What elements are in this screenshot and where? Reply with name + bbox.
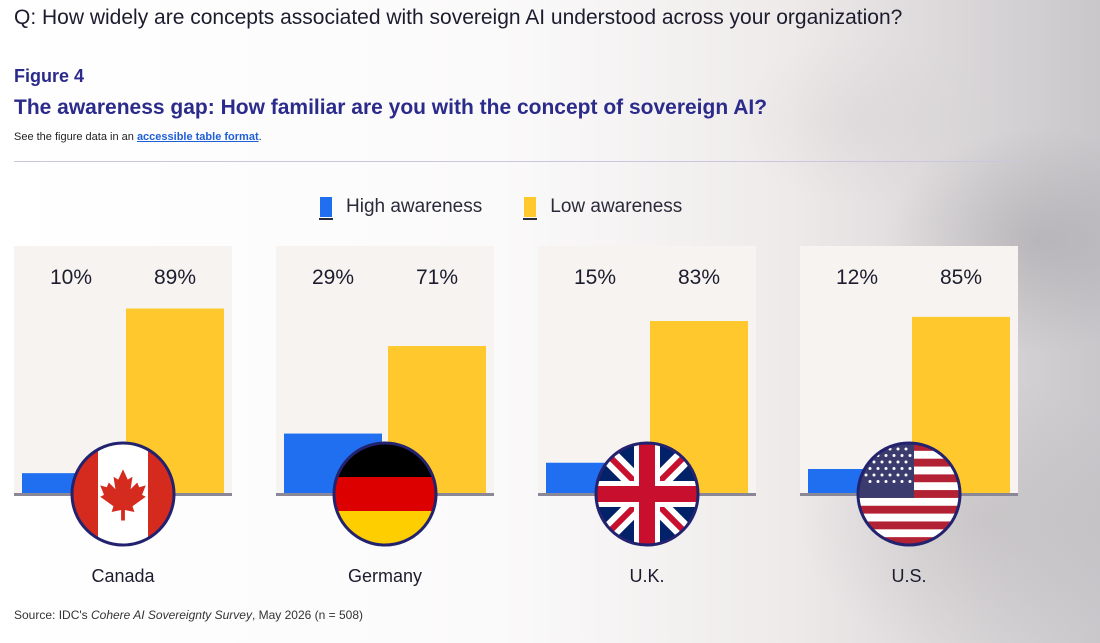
data-label-high-germany: 29%: [312, 266, 354, 289]
source-note: Source: IDC's Cohere AI Sovereignty Surv…: [14, 608, 363, 622]
data-label-high-canada: 10%: [50, 266, 92, 289]
data-label-low-canada: 89%: [154, 266, 196, 289]
data-label-low-germany: 71%: [416, 266, 458, 289]
legend-item-high: High awareness: [319, 196, 483, 220]
accessible-table-link[interactable]: accessible table format: [136, 131, 259, 143]
flag-ring-uk: [594, 441, 700, 547]
note-prefix: See the figure data in an: [14, 131, 137, 143]
data-label-high-us: 12%: [836, 266, 878, 289]
data-label-low-uk: 83%: [678, 266, 720, 289]
uk-flag-icon: [596, 443, 698, 545]
legend-label-low: Low awareness: [550, 196, 683, 217]
data-label-high-uk: 15%: [574, 266, 616, 289]
flag-ring-us: [856, 441, 962, 547]
category-label-canada: Canada: [91, 566, 155, 586]
legend-swatch-high: [319, 197, 333, 220]
category-label-uk: U.K.: [629, 566, 664, 586]
flag-ring-canada: [70, 441, 176, 547]
figure-label: Figure 4: [14, 66, 85, 86]
divider: [14, 161, 1022, 162]
chart-legend: High awareness Low awareness: [319, 192, 724, 222]
flag-ring-germany: [332, 441, 438, 547]
data-label-low-us: 85%: [940, 266, 982, 289]
source-survey: Cohere AI Sovereignty Survey: [90, 608, 252, 622]
figure-note: See the figure data in an accessible tab…: [14, 131, 262, 143]
figure-title: The awareness gap: How familiar are you …: [14, 96, 768, 119]
category-label-us: U.S.: [891, 566, 926, 586]
us-flag-icon: [858, 443, 960, 545]
survey-question: Q: How widely are concepts associated wi…: [14, 6, 903, 29]
legend-item-low: Low awareness: [523, 196, 683, 220]
legend-label-high: High awareness: [346, 196, 483, 217]
category-label-germany: Germany: [348, 566, 422, 586]
note-suffix: .: [258, 131, 262, 143]
source-suffix: , May 2026 (n = 508): [251, 608, 364, 622]
legend-swatch-low: [523, 197, 538, 220]
source-prefix: Source: IDC's: [14, 608, 91, 622]
